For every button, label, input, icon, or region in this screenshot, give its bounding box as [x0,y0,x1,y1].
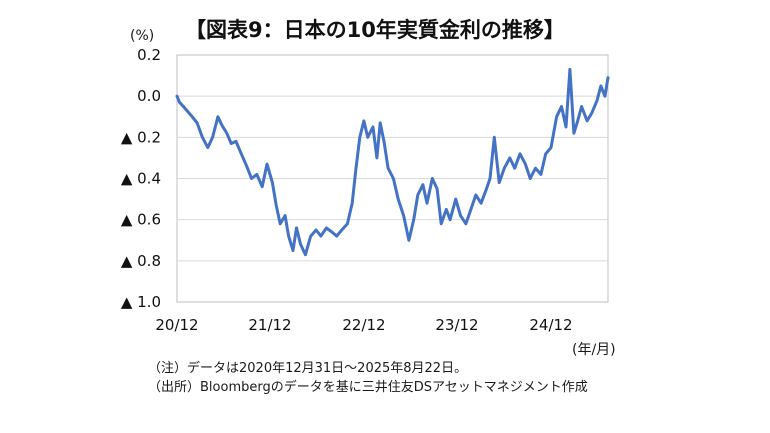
y-tick-labels: 0.2 0.0 ▲ 0.2 ▲ 0.4 ▲ 0.6 ▲ 0.8 ▲ 1.0 [121,46,161,311]
y-tick-label: 0.2 [137,46,161,64]
footnotes: （注）データは2020年12月31日～2025年8月22日。 （出所）Bloom… [148,359,588,397]
x-tick-label: 20/12 [155,316,198,334]
y-tick-label: ▲ 0.8 [121,252,161,270]
chart-title: 【図表9：日本の10年実質金利の推移】 [185,18,565,42]
note-data-period: （注）データは2020年12月31日～2025年8月22日。 [148,361,468,376]
note-source: （出所）Bloombergのデータを基に三井住友DSアセットマネジメント作成 [148,380,588,395]
y-axis-unit-label: (%) [130,28,155,44]
x-tick-label: 24/12 [529,316,572,334]
y-tick-label: ▲ 0.6 [121,211,161,229]
y-tick-label: ▲ 0.2 [121,128,161,146]
x-axis-unit-label: (年/月) [572,342,616,358]
x-tick-labels: 20/12 21/12 22/12 23/12 24/12 [155,316,572,334]
y-tick-label: ▲ 1.0 [121,293,161,311]
x-tick-label: 23/12 [435,316,478,334]
series-line-real-rate [175,67,610,257]
y-tick-label: 0.0 [137,87,161,105]
x-tick-label: 22/12 [342,316,385,334]
y-tick-label: ▲ 0.4 [121,170,161,188]
x-tick-label: 21/12 [248,316,291,334]
